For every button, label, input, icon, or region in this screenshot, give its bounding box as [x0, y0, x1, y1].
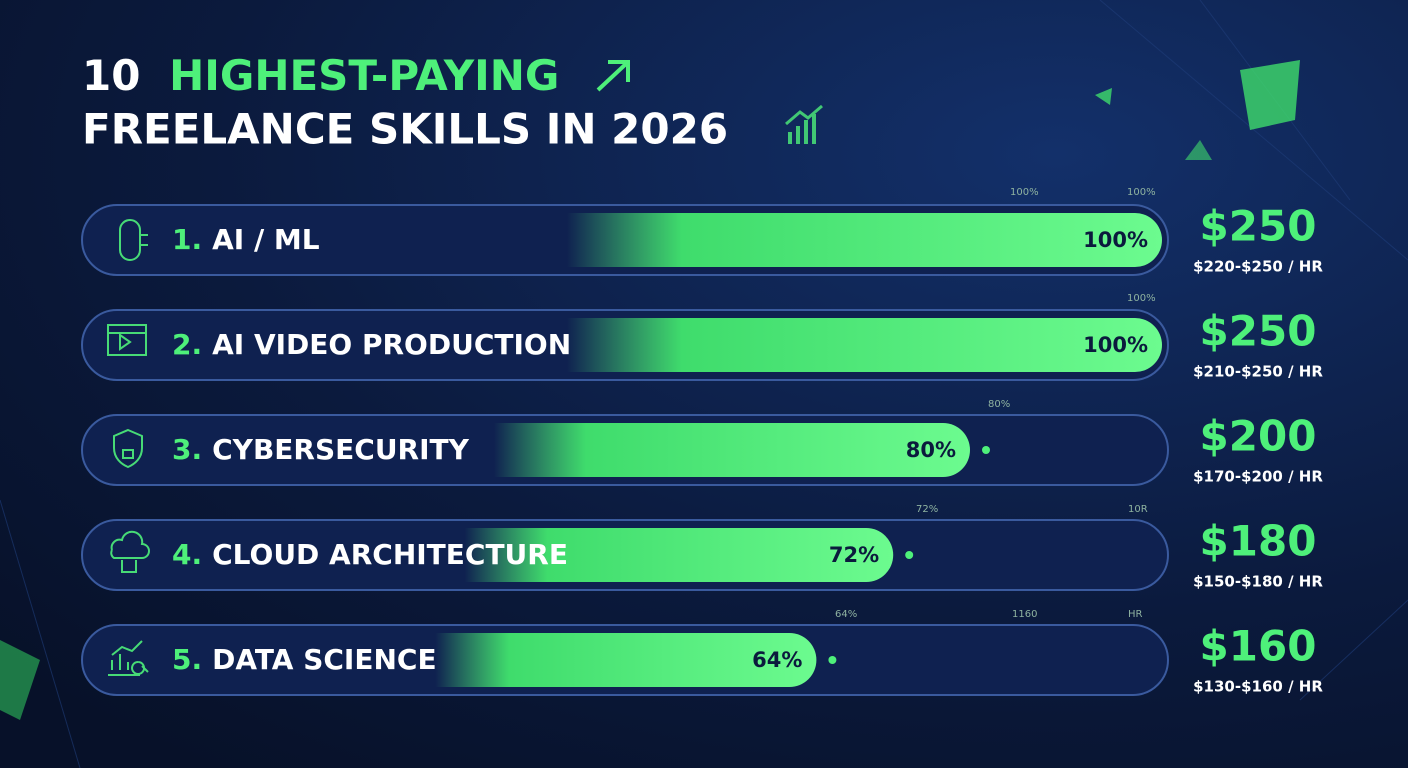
value-dot — [905, 551, 914, 559]
annotation: 100% — [1127, 293, 1156, 304]
value-label: 80% — [906, 438, 956, 462]
annotation: 100% — [1010, 187, 1039, 198]
rate: $250 — [1200, 307, 1317, 356]
skill-name: CLOUD ARCHITECTURE — [212, 538, 568, 571]
title-highlight: HIGHEST-PAYING — [169, 51, 559, 100]
value-label: 72% — [829, 543, 879, 567]
rate: $180 — [1200, 517, 1317, 566]
skill-rank: 3. — [172, 433, 202, 466]
title-line-1: 10 HIGHEST-PAYING — [82, 51, 559, 100]
skill-rank: 1. — [172, 223, 202, 256]
title-number: 10 — [82, 51, 140, 100]
bar — [202, 213, 1162, 267]
value-label: 64% — [752, 648, 802, 672]
decor-gem — [1185, 140, 1212, 160]
title-line-2: FREELANCE SKILLS IN 2026 — [82, 105, 728, 154]
rate: $200 — [1200, 412, 1317, 461]
skill-name: AI / ML — [212, 223, 320, 256]
skill-name: DATA SCIENCE — [212, 643, 436, 676]
arrow-icon — [596, 60, 630, 92]
rate-range: $220-$250 / HR — [1193, 258, 1323, 276]
skill-rank: 4. — [172, 538, 202, 571]
skill-label: 4. CLOUD ARCHITECTURE — [172, 538, 568, 571]
rate-range: $210-$250 / HR — [1193, 363, 1323, 381]
skill-icon — [119, 219, 148, 261]
bar — [202, 633, 817, 687]
rate-range: $150-$180 / HR — [1193, 573, 1323, 591]
annotation: 100% — [1127, 187, 1156, 198]
skill-icon — [107, 324, 147, 356]
skill-icon — [110, 530, 150, 573]
skill-icon — [113, 428, 143, 469]
annotation: 72% — [916, 504, 938, 515]
annotation: 1160 — [1012, 609, 1037, 620]
annotation: 64% — [835, 609, 857, 620]
decor-cube — [1240, 60, 1300, 130]
skill-label: 3. CYBERSECURITY — [172, 433, 470, 466]
annotation: 10R — [1128, 504, 1148, 515]
decor-gem — [1095, 88, 1112, 105]
annotation: 80% — [988, 399, 1010, 410]
rate: $250 — [1200, 202, 1317, 251]
skill-rank: 2. — [172, 328, 202, 361]
bar — [202, 423, 970, 477]
value-label: 100% — [1083, 228, 1148, 252]
value-dot — [828, 656, 837, 664]
annotation: HR — [1128, 609, 1143, 620]
skill-icon — [108, 640, 149, 676]
rate: $160 — [1200, 622, 1317, 671]
skill-label: 2. AI VIDEO PRODUCTION — [172, 328, 571, 361]
bar — [202, 318, 1162, 372]
skill-label: 1. AI / ML — [172, 223, 320, 256]
skill-label: 5. DATA SCIENCE — [172, 643, 437, 676]
value-dot — [982, 446, 990, 454]
bar — [202, 528, 894, 582]
rate-range: $130-$160 / HR — [1193, 678, 1323, 696]
skill-name: AI VIDEO PRODUCTION — [212, 328, 571, 361]
skill-rank: 5. — [172, 643, 202, 676]
rate-range: $170-$200 / HR — [1193, 468, 1323, 486]
decor-gem — [0, 640, 40, 720]
chart-icon — [785, 104, 823, 144]
value-label: 100% — [1083, 333, 1148, 357]
skill-name: CYBERSECURITY — [212, 433, 470, 466]
